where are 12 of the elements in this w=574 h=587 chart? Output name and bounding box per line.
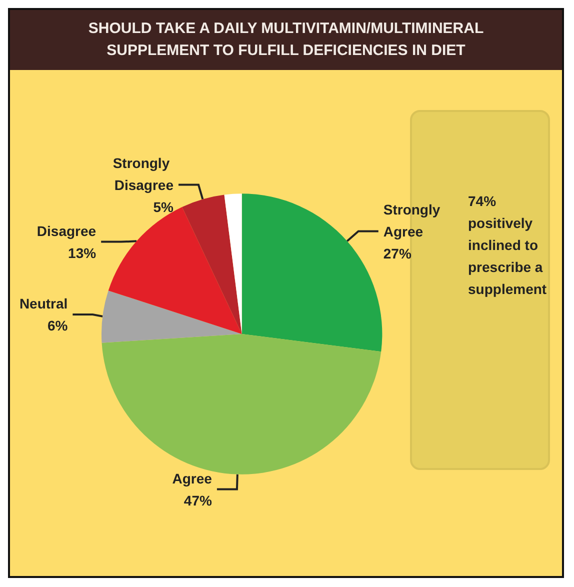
slice-label: Disagree [36, 222, 96, 239]
slice-label: Neutral [19, 296, 68, 312]
data-label: 13% [68, 244, 97, 261]
slice-label: Strongly Disagree [112, 154, 174, 193]
slice-label: Agree [172, 470, 212, 486]
data-label: 6% [47, 318, 68, 334]
text: 74% positively inclined to prescribe a supplement [468, 192, 548, 299]
chart-title: SHOULD TAKE A DAILY MULTIVITAMIN/MULTIMINERAL SUPPLEMENT TO FULFILL DEFICIENCIES IN DIET [10, 10, 562, 70]
slice-label: Strongly Agree [383, 201, 444, 240]
data-label: 27% [383, 245, 412, 262]
data-label: 5% [153, 198, 174, 215]
data-label: 47% [184, 492, 212, 508]
